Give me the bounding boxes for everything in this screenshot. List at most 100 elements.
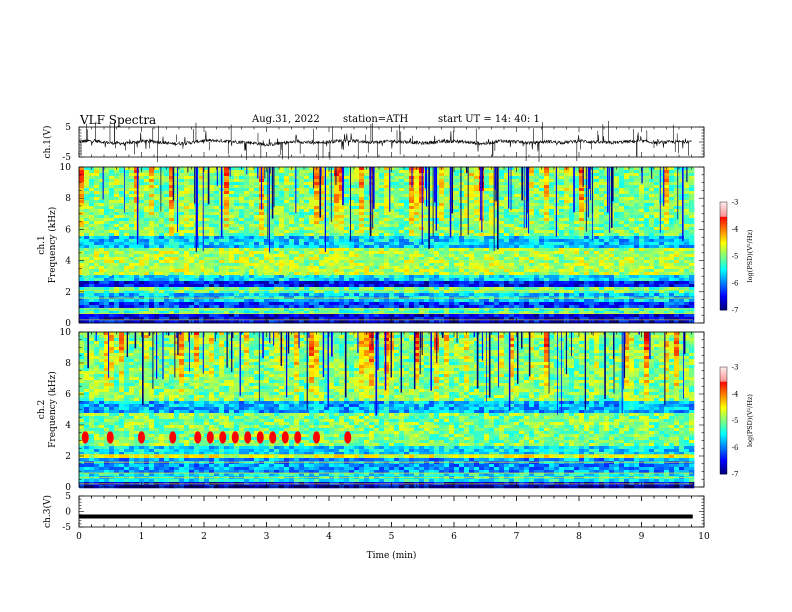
spectrogram-cell xyxy=(264,263,270,267)
spectrogram-cell xyxy=(314,176,320,180)
spectrogram-cell xyxy=(99,236,105,240)
spectrogram-cell xyxy=(469,194,475,198)
spectrogram-cell xyxy=(84,281,90,285)
spectrogram-cell xyxy=(274,218,280,222)
spectrogram-cell xyxy=(179,218,185,222)
spectrogram-cell xyxy=(214,206,220,210)
spectrogram-cell xyxy=(689,230,695,234)
spectrogram-cell xyxy=(94,212,100,216)
spectrogram-cell xyxy=(674,227,680,231)
spectrogram-cell xyxy=(494,203,500,207)
spectrogram-cell xyxy=(494,209,500,213)
spectrogram-cell xyxy=(564,182,570,186)
spectrogram-cell xyxy=(119,236,125,240)
spectrogram-cell xyxy=(509,269,515,273)
spectrogram-cell xyxy=(224,260,230,264)
spectrogram-cell xyxy=(634,239,640,243)
spectrogram-cell xyxy=(674,191,680,195)
spectrogram-cell xyxy=(119,182,125,186)
spectrogram-cell xyxy=(494,281,500,285)
spectrogram-cell xyxy=(329,227,335,231)
spectrogram-cell xyxy=(279,200,285,204)
spectrogram-cell xyxy=(524,251,530,255)
spectrogram-cell xyxy=(674,182,680,186)
spectrogram-cell xyxy=(214,191,220,195)
spectrogram-cell xyxy=(159,245,165,249)
spectrogram-cell xyxy=(159,251,165,255)
spectrogram-cell xyxy=(654,260,660,264)
spectrogram-cell xyxy=(214,173,220,177)
spectrogram-cell xyxy=(344,227,350,231)
spectrogram-cell xyxy=(379,197,385,201)
spectrogram-cell xyxy=(104,281,110,285)
spectrogram-cell xyxy=(184,239,190,243)
spectrogram-cell xyxy=(639,197,645,201)
spectrogram-cell xyxy=(329,221,335,225)
spectrogram-cell xyxy=(389,200,395,204)
spectrogram-cell xyxy=(609,236,615,240)
spectrogram-cell xyxy=(689,203,695,207)
spectrogram-cell xyxy=(219,251,225,255)
spectrogram-cell xyxy=(174,209,180,213)
spectrogram-cell xyxy=(264,233,270,237)
spectrogram-cell xyxy=(649,212,655,216)
spectrogram-cell xyxy=(489,203,495,207)
spectrogram-cell xyxy=(139,236,145,240)
spectrogram-cell xyxy=(439,257,445,261)
spectrogram-cell xyxy=(634,272,640,276)
spectrogram-cell xyxy=(274,269,280,273)
spectrogram-cell xyxy=(599,167,605,171)
spectrogram-cell xyxy=(679,203,685,207)
spectrogram-cell xyxy=(119,278,125,282)
spectrogram-cell xyxy=(304,179,310,183)
spectrogram-cell xyxy=(184,260,190,264)
spectrogram-cell xyxy=(584,263,590,267)
spectrogram-cell xyxy=(644,227,650,231)
spectrogram-cell xyxy=(564,281,570,285)
spectrogram-cell xyxy=(519,227,525,231)
spectrogram-cell xyxy=(249,242,255,246)
spectrogram-cell xyxy=(89,242,95,246)
spectrogram-cell xyxy=(639,260,645,264)
spectrogram-cell xyxy=(164,248,170,252)
spectrogram-cell xyxy=(164,209,170,213)
spectrogram-cell xyxy=(659,278,665,282)
spectrogram-cell xyxy=(569,182,575,186)
spectrogram-cell xyxy=(129,272,135,276)
spectrogram-cell xyxy=(629,224,635,228)
spectrogram-cell xyxy=(444,257,450,261)
spectrogram-cell xyxy=(544,200,550,204)
spectrogram-cell xyxy=(119,269,125,273)
spectrogram-cell xyxy=(364,173,370,177)
spectrogram-cell xyxy=(564,194,570,198)
spectrogram-cell xyxy=(369,272,375,276)
spectrogram-cell xyxy=(394,194,400,198)
spectrogram-cell xyxy=(319,167,325,171)
spectrogram-cell xyxy=(484,251,490,255)
spectrogram-cell xyxy=(534,260,540,264)
spectrogram-cell xyxy=(404,182,410,186)
spectrogram-cell xyxy=(399,170,405,174)
spectrogram-cell xyxy=(239,197,245,201)
spectrogram-cell xyxy=(289,233,295,237)
spectrogram-cell xyxy=(384,179,390,183)
spectrogram-cell xyxy=(659,188,665,192)
spectrogram-cell xyxy=(204,266,210,270)
spectrogram-cell xyxy=(349,233,355,237)
spectrogram-cell xyxy=(419,224,425,228)
spectrogram-cell xyxy=(254,260,260,264)
spectrogram-cell xyxy=(209,233,215,237)
spectrogram-cell xyxy=(309,260,315,264)
spectrogram-cell xyxy=(379,239,385,243)
spectrogram-cell xyxy=(209,173,215,177)
spectrogram-cell xyxy=(254,251,260,255)
spectrogram-cell xyxy=(344,224,350,228)
spectrogram-cell xyxy=(624,215,630,219)
spectrogram-cell xyxy=(599,170,605,174)
spectrogram-cell xyxy=(514,218,520,222)
spectrogram-cell xyxy=(164,206,170,210)
spectrogram-cell xyxy=(599,209,605,213)
spectrogram-cell xyxy=(559,173,565,177)
spectrogram-cell xyxy=(114,206,120,210)
spectrogram-cell xyxy=(624,167,630,171)
